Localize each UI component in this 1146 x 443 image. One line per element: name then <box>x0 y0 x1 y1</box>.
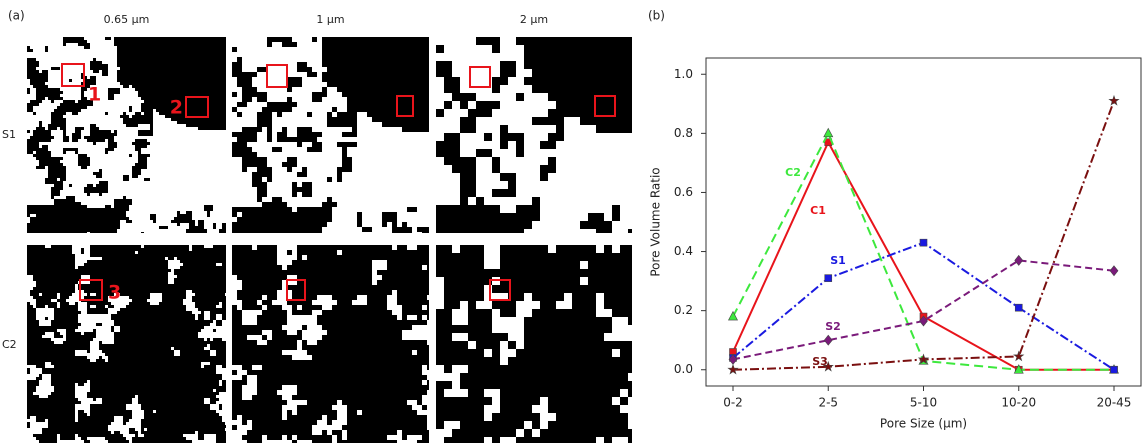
series-line <box>732 241 1115 371</box>
panel-label: (b) <box>648 9 665 23</box>
point <box>728 310 738 321</box>
panel-label: (a) <box>8 9 25 23</box>
series-line <box>732 100 1115 371</box>
micrograph-pores <box>436 245 632 443</box>
x-tick-label: 2-5 <box>818 396 838 410</box>
point <box>1014 303 1023 312</box>
point <box>822 360 834 372</box>
region-box <box>489 279 511 301</box>
series-label: S1 <box>830 254 846 267</box>
point <box>1013 350 1025 362</box>
x-tick-label: 5-10 <box>910 396 937 410</box>
region-box <box>266 64 288 88</box>
series-label: C1 <box>810 204 826 217</box>
region-number: 1 <box>88 84 101 106</box>
y-tick-label: 0.8 <box>674 126 693 140</box>
region-box <box>61 63 85 87</box>
y-tick-label: 0.2 <box>674 303 693 317</box>
point <box>823 334 833 346</box>
y-tick-label: 0.6 <box>674 185 693 199</box>
series-label: S2 <box>825 320 841 333</box>
point <box>1108 94 1120 106</box>
x-tick-label: 0-2 <box>723 396 743 410</box>
plot-frame <box>705 57 1142 387</box>
y-tick-label: 0.4 <box>674 244 693 258</box>
region-number: 2 <box>170 97 183 119</box>
y-axis-label: Pore Volume Ratio <box>649 167 663 276</box>
x-tick-label: 10-20 <box>1001 396 1036 410</box>
series-label: C2 <box>785 166 801 179</box>
point <box>1014 254 1024 266</box>
region-box <box>185 96 209 118</box>
point <box>1109 265 1119 277</box>
x-tick-label: 20-45 <box>1097 396 1132 410</box>
row-label: S1 <box>2 128 16 141</box>
micrograph-pores <box>232 245 429 443</box>
point <box>727 363 739 375</box>
point <box>919 315 928 327</box>
region-box <box>469 66 491 88</box>
point <box>824 274 833 282</box>
region-number: 3 <box>108 282 121 304</box>
region-box <box>79 279 103 301</box>
region-box <box>594 95 616 117</box>
micrograph <box>436 245 632 443</box>
point <box>917 353 930 365</box>
micrograph-pores <box>27 245 226 443</box>
point <box>919 238 928 247</box>
column-header: 0.65 µm <box>104 13 150 26</box>
x-axis-label: Pore Size (µm) <box>880 417 967 431</box>
point <box>823 127 834 138</box>
point <box>1013 364 1024 374</box>
column-header: 1 µm <box>316 13 344 26</box>
series-label: S3 <box>812 355 828 368</box>
row-label: C2 <box>2 338 17 351</box>
column-header: 2 µm <box>520 13 548 26</box>
y-tick-label: 1.0 <box>674 67 693 81</box>
region-box <box>396 95 414 117</box>
point <box>1110 365 1118 374</box>
region-box <box>286 279 306 301</box>
y-tick-label: 0.0 <box>674 362 693 376</box>
